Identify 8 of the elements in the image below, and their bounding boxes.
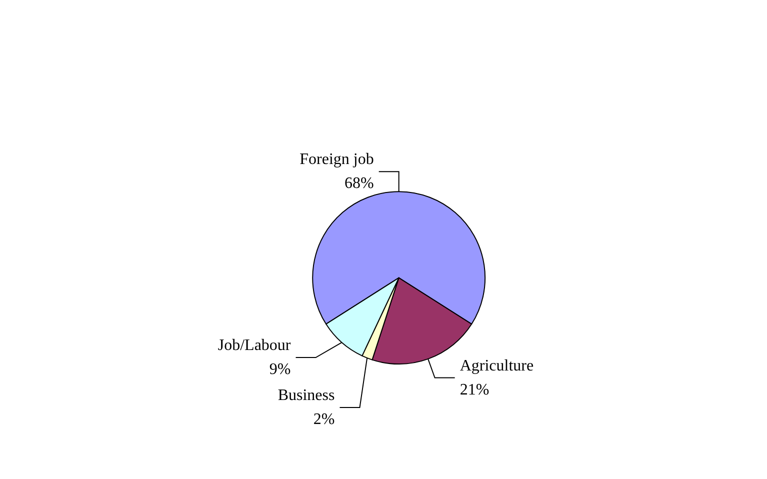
data-label: 68% (344, 175, 374, 192)
slice-label: Agriculture (460, 357, 534, 374)
data-label: 9% (269, 360, 291, 378)
slice-label: Foreign job (300, 151, 374, 168)
slice-label: Job/Labour (218, 336, 292, 354)
data-label: 21% (460, 381, 490, 398)
data-label: 2% (313, 410, 335, 428)
slice-label: Business (278, 386, 335, 404)
